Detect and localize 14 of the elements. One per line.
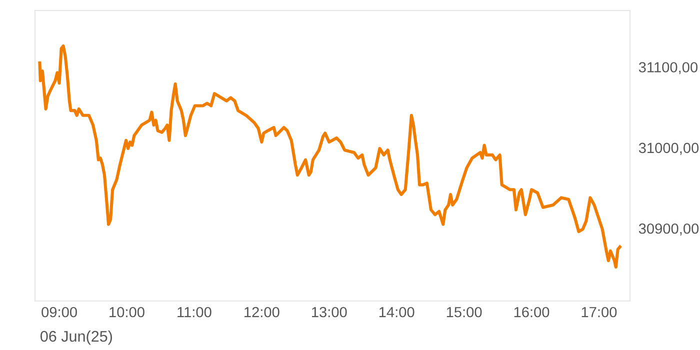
x-tick-label: 10:00 <box>110 306 144 318</box>
x-tick-label: 11:00 <box>178 306 212 318</box>
x-tick-label: 12:00 <box>244 306 280 318</box>
x-tick-label: 17:00 <box>582 306 617 318</box>
x-tick-label: 13:00 <box>312 306 347 318</box>
x-tick-label: 15:00 <box>446 306 482 318</box>
y-tick-label: 31000,00 <box>638 142 699 155</box>
x-tick-label: 16:00 <box>514 306 550 318</box>
text: 06 Jun(25) <box>40 330 112 345</box>
y-tick-label: 31100,00 <box>638 62 698 74</box>
line-series <box>38 44 622 269</box>
y-tick-label: 30900,00 <box>638 223 699 236</box>
x-tick-label: 09:00 <box>42 306 77 318</box>
x-tick-label: 14:00 <box>379 306 414 318</box>
